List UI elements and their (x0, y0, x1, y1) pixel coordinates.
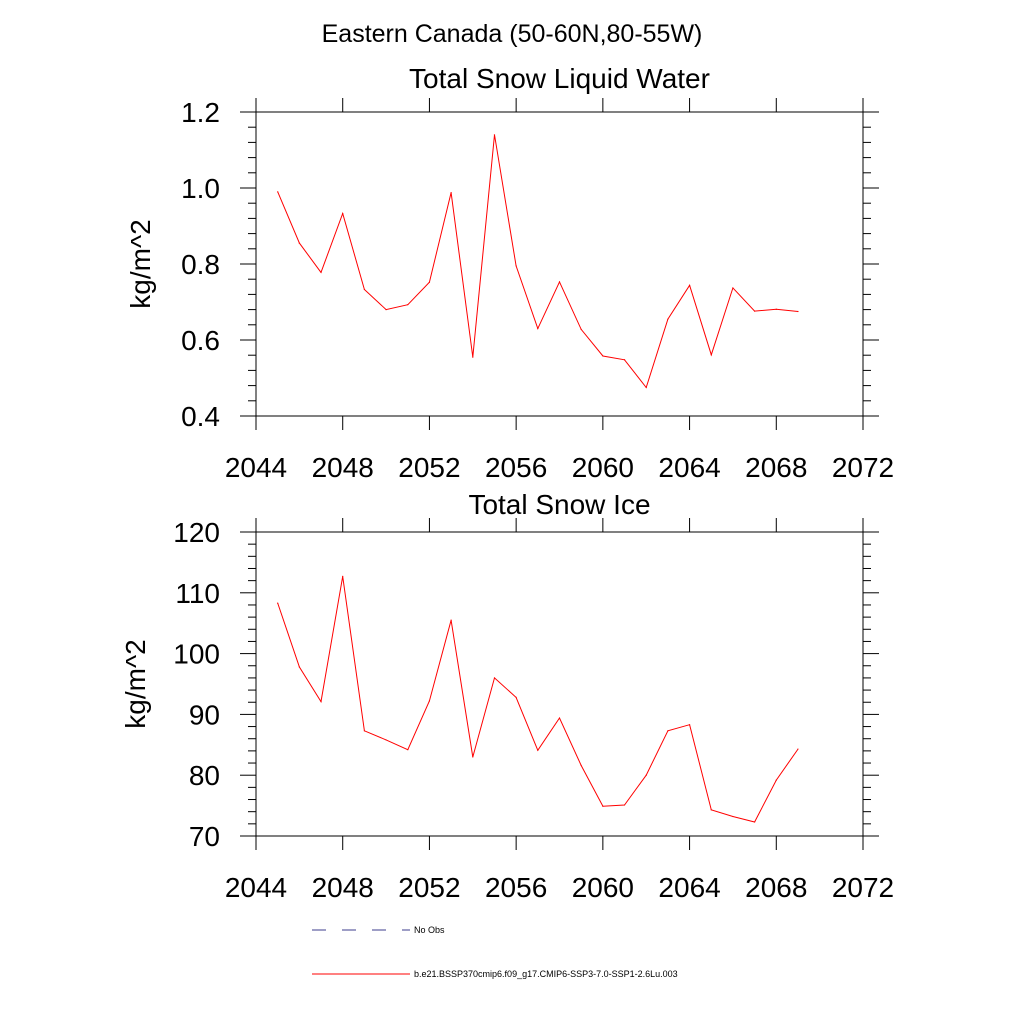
data-point (472, 356, 474, 358)
plot-frame (255, 111, 864, 417)
data-point (385, 739, 387, 741)
data-point (732, 815, 734, 818)
data-point (277, 602, 279, 604)
data-point (450, 191, 452, 194)
data-point (797, 748, 799, 750)
data-point (537, 749, 539, 751)
data-point (277, 191, 279, 193)
x-tick-label: 2068 (745, 452, 807, 483)
data-point (320, 701, 322, 703)
data-point (363, 288, 365, 291)
y-tick-label: 0.8 (181, 249, 220, 280)
data-point (710, 354, 712, 356)
data-point (450, 619, 452, 621)
data-point (732, 287, 734, 289)
data-point (558, 281, 561, 283)
data-point (385, 309, 387, 311)
panel-title: Total Snow Ice (468, 489, 650, 520)
data-point (667, 318, 669, 320)
x-tick-label: 2068 (745, 872, 807, 903)
plot-frame (255, 531, 864, 837)
data-point (407, 304, 409, 306)
data-point (602, 355, 604, 357)
x-tick-label: 2060 (572, 872, 634, 903)
data-point (775, 779, 777, 781)
legend-label-no-obs: No Obs (414, 925, 445, 935)
series-line (277, 134, 799, 389)
data-point (580, 328, 582, 330)
panel-title: Total Snow Liquid Water (409, 63, 710, 94)
data-point (472, 756, 474, 758)
data-point (710, 809, 712, 811)
data-point (493, 677, 496, 679)
y-tick-label: 110 (175, 578, 220, 609)
data-point (623, 804, 626, 806)
series-line (277, 576, 799, 823)
data-point (363, 730, 365, 732)
y-axis-label: kg/m^2 (120, 639, 151, 728)
data-point (320, 271, 322, 273)
y-tick-label: 0.6 (181, 325, 220, 356)
y-tick-label: 70 (189, 821, 220, 852)
data-point (407, 749, 409, 751)
y-tick-label: 0.4 (181, 401, 220, 432)
data-point (537, 328, 539, 330)
x-tick-label: 2060 (572, 452, 634, 483)
x-tick-label: 2052 (398, 452, 460, 483)
x-tick-label: 2056 (485, 452, 547, 483)
y-tick-label: 80 (189, 760, 220, 791)
data-point (754, 821, 756, 823)
data-point (515, 265, 517, 267)
x-tick-label: 2072 (832, 452, 894, 483)
data-point (645, 386, 647, 389)
x-tick-label: 2052 (398, 872, 460, 903)
x-tick-label: 2056 (485, 872, 547, 903)
data-point (342, 575, 344, 577)
data-point (515, 696, 517, 698)
y-tick-label: 1.2 (181, 97, 220, 128)
data-point (428, 281, 431, 283)
x-tick-label: 2064 (658, 452, 720, 483)
data-point (558, 717, 561, 719)
data-point (602, 805, 604, 807)
figure-title: Eastern Canada (50-60N,80-55W) (322, 20, 703, 48)
legend-label-model-run: b.e21.BSSP370cmip6.f09_g17.CMIP6-SSP3-7.… (414, 969, 678, 979)
data-point (342, 212, 344, 215)
data-point (667, 730, 669, 732)
data-point (428, 700, 431, 702)
panel-total-snow-liquid-water: Total Snow Liquid Water kg/m^2 2044 2048 205… (125, 63, 894, 483)
x-tick-label: 2072 (832, 872, 894, 903)
x-tick-label: 2064 (658, 872, 720, 903)
legend: No Obs b.e21.BSSP370cmip6.f09_g17.CMIP6-… (312, 925, 678, 979)
data-point (493, 134, 496, 136)
data-point (775, 308, 777, 310)
x-tick-label: 2048 (312, 872, 374, 903)
data-point (623, 359, 626, 361)
x-tick-label: 2048 (312, 452, 374, 483)
data-point (797, 310, 799, 313)
x-tick-label: 2044 (225, 872, 287, 903)
data-point (298, 666, 300, 668)
data-point (298, 242, 300, 244)
data-point (645, 774, 647, 776)
y-tick-label: 120 (173, 517, 220, 548)
data-point (754, 310, 756, 312)
y-tick-label: 1.0 (181, 173, 220, 204)
data-point (688, 284, 691, 286)
y-tick-label: 100 (173, 639, 220, 670)
panel-total-snow-ice: Total Snow Ice kg/m^2 2044 2048 2052 2056 2060… (120, 489, 894, 903)
data-point (688, 724, 691, 726)
data-point (580, 764, 582, 767)
x-tick-label: 2044 (225, 452, 287, 483)
y-tick-label: 90 (189, 699, 220, 730)
y-axis-label: kg/m^2 (125, 219, 156, 308)
